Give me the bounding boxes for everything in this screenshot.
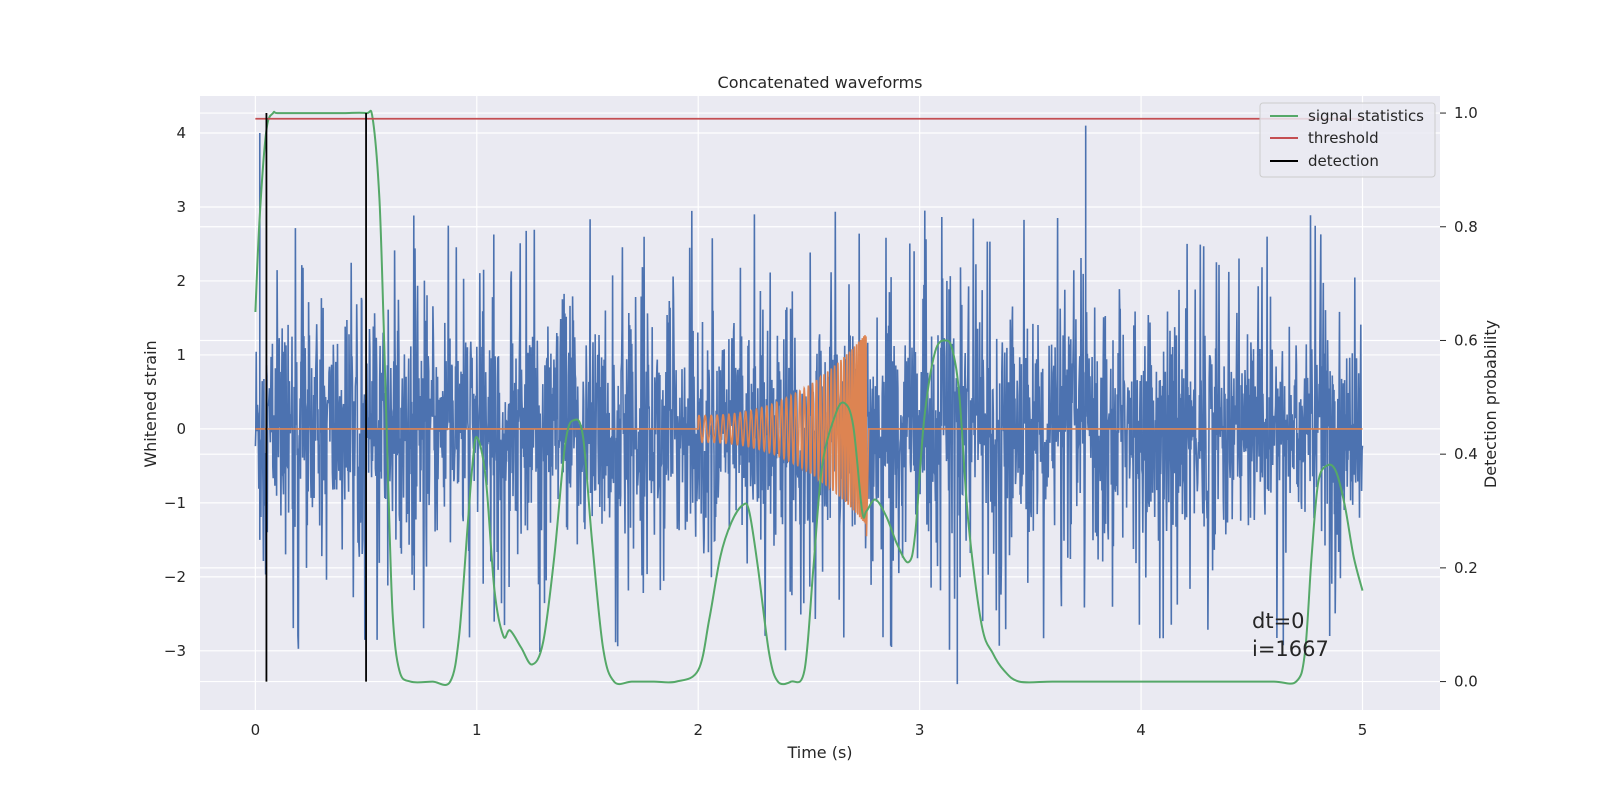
legend-box: [1259, 102, 1436, 178]
x-tick-label: 2: [693, 721, 703, 739]
x-axis-label: Time (s): [786, 743, 852, 762]
y-tick-label: 4: [176, 124, 186, 142]
y-right-tick-label: 0.0: [1454, 673, 1478, 691]
y-right-tick-label: 0.8: [1454, 218, 1478, 236]
y-axis-label: Whitened strain: [141, 340, 160, 467]
y-right-tick-label: 0.4: [1454, 445, 1478, 463]
series-layer: [254, 109, 1364, 686]
series-signal-statistics: [254, 109, 1364, 686]
legend: signal statistics threshold detection: [1259, 102, 1436, 178]
legend-label-threshold: threshold: [1308, 129, 1379, 147]
x-tick-label: 3: [915, 721, 925, 739]
y-tick-label: −2: [164, 568, 186, 586]
series-chirp-signal: [255, 335, 1363, 537]
legend-label-signal-statistics: signal statistics: [1308, 107, 1424, 125]
y-axis-right-label: Detection probability: [1481, 320, 1500, 488]
y-tick-label: 1: [176, 346, 186, 364]
annotation-dt: dt=0: [1252, 609, 1305, 633]
y-tick-label: 0: [176, 420, 186, 438]
y-right-tick-label: 0.2: [1454, 559, 1478, 577]
y-tick-label: 3: [176, 198, 186, 216]
y-right-tick-label: 0.6: [1454, 331, 1478, 349]
chart-title: Concatenated waveforms: [718, 73, 923, 92]
x-tick-label: 0: [251, 721, 261, 739]
annotation-i: i=1667: [1252, 637, 1329, 661]
x-tick-label: 1: [472, 721, 482, 739]
y-right-tick-label: 1.0: [1454, 104, 1478, 122]
ticks: 0 1 2 3 4 5 −3 −2 −1 0 1 2 3 4 0.0 0.2 0.4 0.6 0.8 1.0: [164, 104, 1478, 739]
x-tick-label: 5: [1358, 721, 1368, 739]
y-tick-label: −1: [164, 494, 186, 512]
y-tick-label: −3: [164, 642, 186, 660]
legend-label-detection: detection: [1308, 152, 1379, 170]
y-tick-label: 2: [176, 272, 186, 290]
x-tick-label: 4: [1136, 721, 1146, 739]
